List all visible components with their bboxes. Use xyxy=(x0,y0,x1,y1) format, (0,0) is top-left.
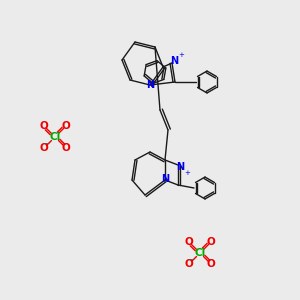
Text: O: O xyxy=(62,121,71,131)
Text: +: + xyxy=(178,52,184,58)
Text: −: − xyxy=(42,139,49,148)
Text: O: O xyxy=(39,121,48,131)
Text: N: N xyxy=(146,80,154,90)
Text: N: N xyxy=(170,56,178,66)
Text: N: N xyxy=(161,174,169,184)
Text: O: O xyxy=(207,259,216,269)
Text: Cl: Cl xyxy=(194,248,206,258)
Text: N: N xyxy=(176,162,184,172)
Text: O: O xyxy=(62,143,71,153)
Text: Cl: Cl xyxy=(50,132,61,142)
Text: O: O xyxy=(207,237,216,247)
Text: O: O xyxy=(184,237,193,247)
Text: O: O xyxy=(184,259,193,269)
Text: O: O xyxy=(39,143,48,153)
Text: −: − xyxy=(187,255,194,264)
Text: +: + xyxy=(184,170,190,176)
